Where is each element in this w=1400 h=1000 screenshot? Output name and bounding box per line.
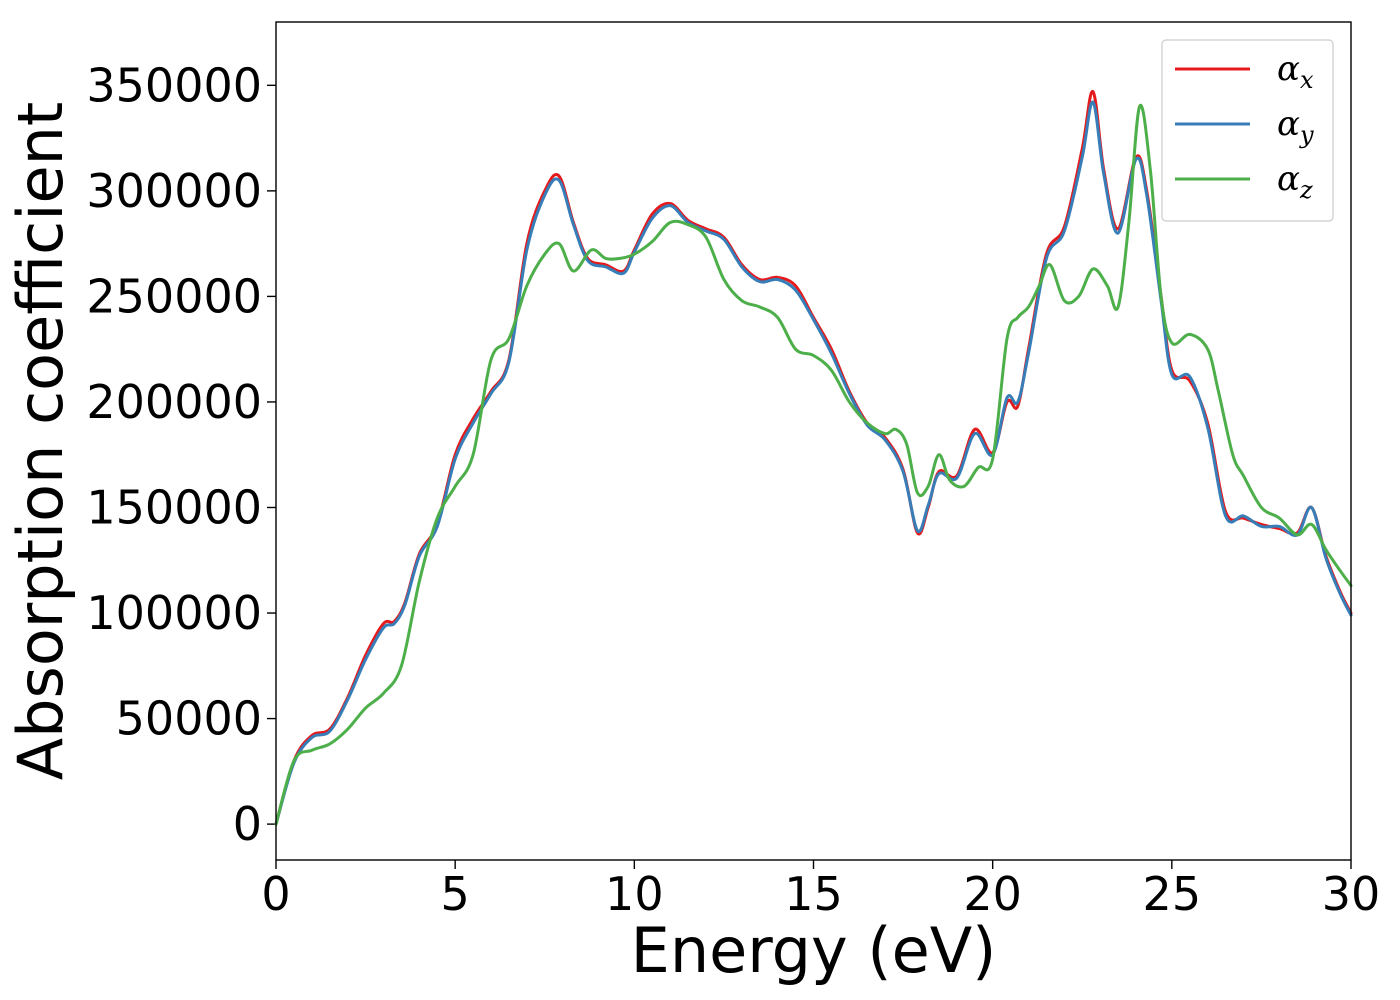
y-tick-label: 300000 xyxy=(86,164,262,218)
y-tick-label: 350000 xyxy=(86,58,262,112)
y-tick-label: 100000 xyxy=(86,586,262,640)
y-tick-label: 150000 xyxy=(86,480,262,534)
y-axis-ticks: 0 50000 100000 150000 200000 250000 300000 3500… xyxy=(86,58,276,851)
legend-label-alpha-x: αx xyxy=(1277,49,1314,94)
series-line-alpha-y xyxy=(274,100,1353,826)
x-tick-label: 20 xyxy=(963,867,1022,921)
x-axis-ticks: 0 5 10 15 20 25 30 xyxy=(261,860,1380,921)
y-tick-label: 250000 xyxy=(86,269,262,323)
y-axis-title: Absorption coefficient xyxy=(4,102,77,781)
x-tick-label: 25 xyxy=(1143,867,1202,921)
y-tick-label: 0 xyxy=(233,797,262,851)
y-tick-label: 200000 xyxy=(86,375,262,429)
x-tick-label: 30 xyxy=(1322,867,1381,921)
series-layer xyxy=(274,90,1353,826)
plot-area-frame xyxy=(275,21,1352,861)
series-line-alpha-z xyxy=(274,103,1353,826)
x-tick-label: 15 xyxy=(784,867,843,921)
x-tick-label: 5 xyxy=(441,867,470,921)
legend: αx αy αz xyxy=(1161,39,1334,222)
y-tick-label: 50000 xyxy=(116,692,262,746)
x-axis-title: Energy (eV) xyxy=(631,914,997,987)
legend-label-alpha-z: αz xyxy=(1277,159,1313,204)
x-tick-label: 10 xyxy=(605,867,664,921)
x-tick-label: 0 xyxy=(261,867,290,921)
legend-box xyxy=(1161,39,1334,222)
legend-label-alpha-y: αy xyxy=(1277,104,1314,149)
